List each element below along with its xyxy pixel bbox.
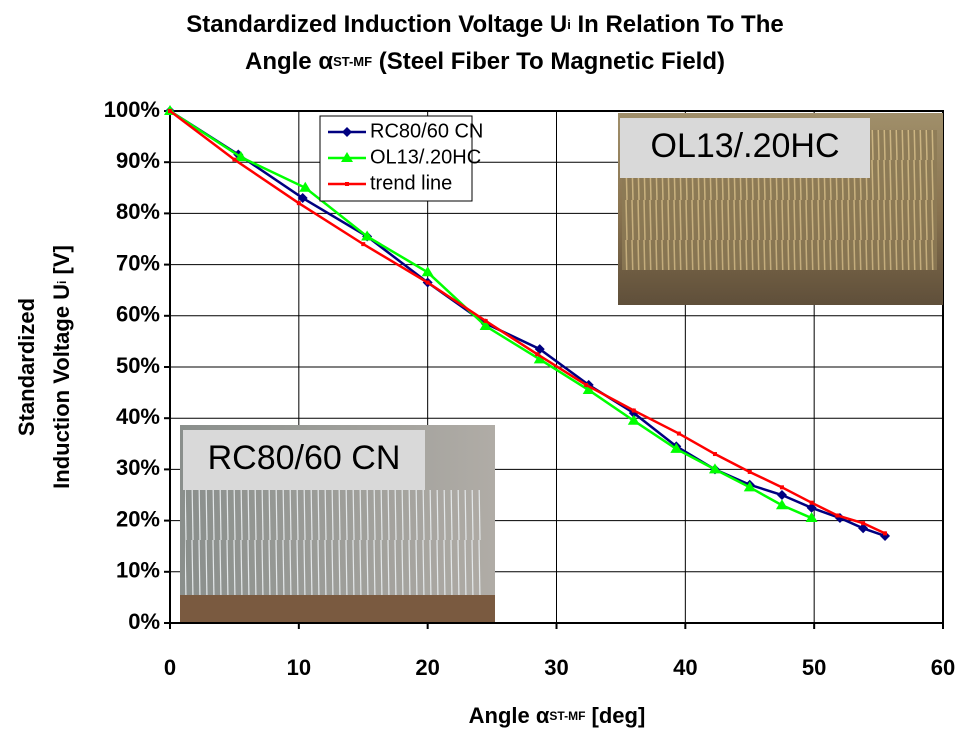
label: Standardized Induction Voltage Ui In Rel… <box>186 11 783 38</box>
marker <box>533 353 546 364</box>
marker <box>361 242 366 247</box>
text-part: Angle α <box>469 703 550 728</box>
marker <box>297 193 308 204</box>
legend-label: OL13/.20HC <box>370 146 481 168</box>
marker <box>835 513 840 518</box>
text-part: Induction Voltage U <box>49 284 74 489</box>
x-tick-label: 50 <box>802 655 826 680</box>
text-part: (Steel Fiber To Magnetic Field) <box>372 48 725 75</box>
subscript: i <box>567 17 571 32</box>
y-tick-label: 90% <box>116 148 160 173</box>
x-tick-label: 40 <box>673 655 697 680</box>
text-part: Angle α <box>245 48 333 75</box>
marker <box>534 344 545 355</box>
marker <box>296 201 301 206</box>
marker <box>483 318 488 323</box>
y-tick-label: 60% <box>116 302 160 327</box>
text-part: In Relation To The <box>571 11 784 38</box>
subscript: i <box>55 281 69 284</box>
marker <box>670 442 683 453</box>
marker <box>779 485 784 490</box>
marker <box>676 431 681 436</box>
marker <box>168 109 172 113</box>
marker <box>861 521 866 526</box>
legend-label: trend line <box>370 172 452 194</box>
legend-label: RC80/60 CN <box>370 120 483 142</box>
marker <box>584 382 589 387</box>
marker <box>479 320 492 331</box>
text-part: Standardized Induction Voltage U <box>186 11 567 38</box>
x-tick-label: 10 <box>287 655 311 680</box>
label: Standardized <box>14 298 39 436</box>
x-tick-label: 20 <box>415 655 439 680</box>
marker <box>535 352 540 357</box>
y-tick-label: 40% <box>116 404 160 429</box>
text-part: [deg] <box>585 703 645 728</box>
marker <box>712 452 717 457</box>
marker <box>805 512 818 523</box>
marker <box>361 230 374 241</box>
marker <box>747 469 752 474</box>
y-tick-label: 100% <box>104 97 160 122</box>
subscript: ST-MF <box>549 709 585 723</box>
marker <box>421 266 434 277</box>
inset-photo <box>180 113 943 622</box>
marker <box>775 499 788 510</box>
inset-label: RC80/60 CN <box>208 439 401 477</box>
marker <box>582 384 595 395</box>
marker <box>342 127 352 137</box>
y-tick-label: 80% <box>116 199 160 224</box>
y-tick-label: 50% <box>116 353 160 378</box>
text-part: Standardized <box>14 298 39 436</box>
y-tick-label: 70% <box>116 250 160 275</box>
marker <box>708 463 721 474</box>
subscript: ST-MF <box>333 54 372 69</box>
inset-label: OL13/.20HC <box>651 127 840 165</box>
marker <box>858 523 869 534</box>
y-tick-label: 30% <box>116 455 160 480</box>
marker <box>809 500 814 505</box>
text-part: [V] <box>49 245 74 280</box>
marker <box>743 481 756 492</box>
marker <box>631 408 636 413</box>
marker <box>345 182 349 186</box>
label: Angle αST-MF [deg] <box>469 703 646 728</box>
x-tick-label: 0 <box>164 655 176 680</box>
y-tick-label: 0% <box>128 609 160 634</box>
marker <box>776 490 787 500</box>
series-line <box>169 109 813 520</box>
label: Angle αST-MF (Steel Fiber To Magnetic Fi… <box>245 48 725 75</box>
marker <box>627 414 640 425</box>
marker <box>232 157 237 162</box>
marker <box>341 152 353 162</box>
y-tick-label: 20% <box>116 506 160 531</box>
marker <box>299 181 312 192</box>
label: Induction Voltage Ui [V] <box>49 245 74 489</box>
marker <box>883 531 888 536</box>
marker <box>425 280 430 285</box>
x-tick-label: 60 <box>931 655 955 680</box>
x-tick-label: 30 <box>544 655 568 680</box>
marker <box>234 151 247 162</box>
y-tick-label: 10% <box>116 558 160 583</box>
plot-border <box>169 110 944 624</box>
